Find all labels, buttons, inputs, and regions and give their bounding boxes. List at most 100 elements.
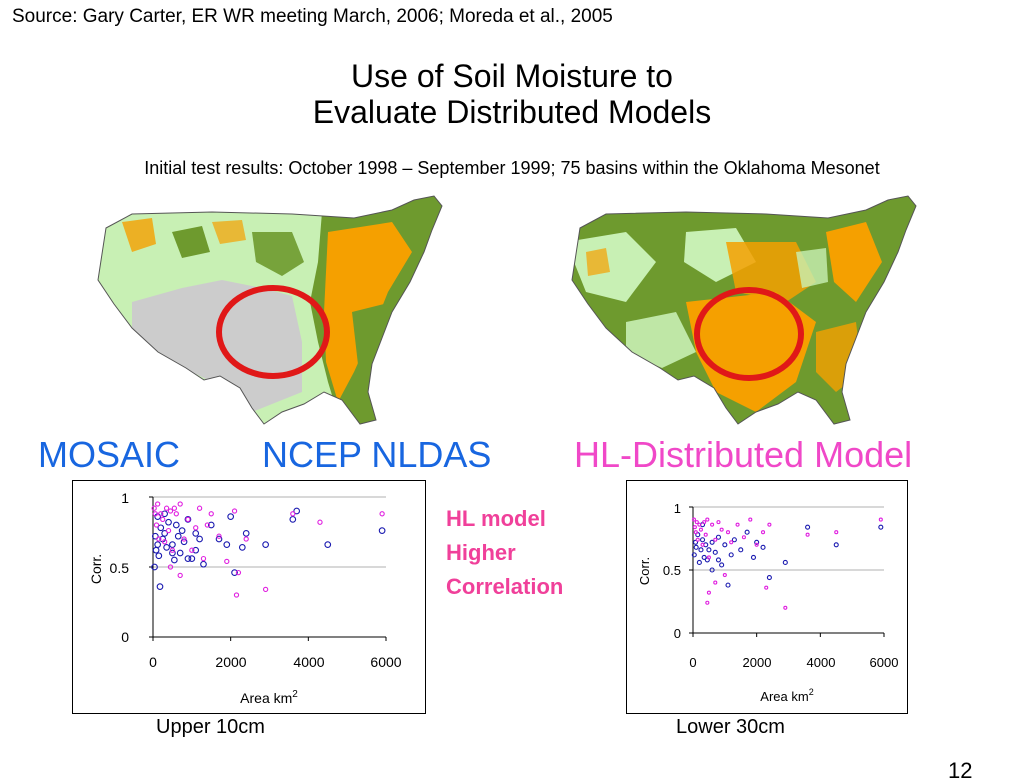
- scatter-point: [180, 538, 188, 546]
- y-axis-label: Corr.: [637, 557, 652, 585]
- scatter-point: [715, 534, 722, 540]
- scatter-lower: 1 0.5 0 0 2000 4000 6000 Corr. Area km2: [637, 501, 899, 704]
- scatter-point: [750, 554, 757, 560]
- scatter-point: [696, 559, 702, 565]
- scatter-point: [782, 559, 788, 565]
- scatter-point: [156, 536, 162, 542]
- label-mosaic: MOSAIC: [38, 434, 181, 475]
- scatter-point: [242, 530, 250, 537]
- scatter-point: [738, 547, 744, 553]
- scatter-point: [155, 552, 163, 560]
- scatter-point: [290, 511, 296, 517]
- scatter-point: [158, 511, 164, 517]
- scatter-point: [165, 518, 172, 526]
- scatter-point: [697, 522, 702, 527]
- scatter-point: [722, 572, 727, 578]
- scatter-point: [227, 513, 235, 520]
- scatter-point: [208, 511, 214, 517]
- scatter-point: [692, 539, 699, 545]
- callout-line-3: Correlation: [446, 574, 564, 599]
- ytick-label: 1: [674, 501, 681, 516]
- scatter-point: [702, 520, 707, 525]
- plot-area-lower: [689, 506, 885, 637]
- scatter-point: [710, 522, 715, 527]
- scatter-point: [725, 582, 731, 588]
- ytick-label: 0: [674, 626, 681, 641]
- ytick-label: 0: [121, 629, 129, 645]
- scatter-point: [189, 547, 195, 553]
- scatter-point: [729, 540, 734, 545]
- xtick-label: 0: [149, 654, 157, 670]
- scatter-point: [878, 517, 883, 522]
- scatter-point: [169, 541, 176, 548]
- scatter-point: [289, 516, 297, 523]
- chart-upper-10cm: 1 0.5 0 0 2000 4000 6000 Corr. Area km2: [72, 480, 426, 714]
- scatter-point: [156, 583, 164, 590]
- scatter-point: [160, 516, 166, 523]
- scatter-point: [878, 524, 884, 530]
- scatter-point: [766, 575, 772, 581]
- scatter-point: [731, 537, 737, 543]
- scatter-point: [705, 517, 710, 522]
- xtick-label: 6000: [370, 654, 401, 670]
- scatter-point: [709, 539, 715, 545]
- scatter-point: [173, 511, 179, 517]
- caption-lower: Lower 30cm: [676, 716, 785, 738]
- scatter-point: [715, 557, 722, 563]
- scatter-point: [171, 505, 178, 511]
- scatter-point: [184, 516, 192, 523]
- callout-line-1: HL model: [446, 506, 546, 531]
- scatter-point: [154, 541, 162, 548]
- scatter-point: [719, 527, 724, 532]
- ytick-label: 0.5: [110, 560, 130, 576]
- scatter-point: [722, 542, 728, 548]
- scatter-point: [379, 511, 385, 517]
- scatter-point: [162, 539, 168, 545]
- scatter-point: [152, 546, 160, 554]
- scatter-point: [728, 552, 734, 558]
- scatter-point: [713, 580, 718, 585]
- scatter-point: [163, 505, 170, 511]
- scatter-point: [177, 501, 183, 507]
- scatter-point: [215, 535, 223, 543]
- scatter-point: [695, 537, 700, 542]
- plot-area-upper: [149, 496, 387, 641]
- us-map-left: [97, 195, 443, 425]
- xtick-label: 2000: [215, 654, 246, 670]
- scatter-point: [153, 522, 160, 528]
- scatter-point: [834, 530, 839, 535]
- scatter-point: [805, 524, 811, 530]
- scatter-point: [178, 527, 186, 534]
- scatter-point: [169, 547, 176, 553]
- x-axis-label: Area km2: [760, 687, 813, 704]
- scatter-point: [378, 527, 386, 534]
- ytick-label: 1: [121, 490, 129, 506]
- scatter-point: [783, 605, 788, 610]
- scatter-point: [200, 555, 207, 562]
- slide-title: Use of Soil Moisture to Evaluate Distrib…: [0, 58, 1024, 130]
- highlight-circle-right: [694, 287, 804, 381]
- scatter-point: [741, 535, 746, 540]
- scatter-point: [196, 505, 203, 511]
- scatter-point: [700, 537, 706, 543]
- scatter-point: [262, 541, 269, 548]
- scatter-point: [754, 539, 760, 545]
- scatter-point: [716, 520, 721, 525]
- scatter-point: [725, 530, 731, 535]
- scatter-point: [760, 544, 766, 550]
- scatter-point: [719, 562, 725, 568]
- scatter-point: [192, 530, 200, 537]
- title-line-2: Evaluate Distributed Models: [312, 94, 712, 130]
- scatter-upper: 1 0.5 0 0 2000 4000 6000 Corr. Area km2: [88, 490, 402, 706]
- scatter-point: [235, 569, 242, 576]
- scatter-point: [760, 530, 766, 535]
- scatter-point: [238, 544, 246, 551]
- scatter-point: [157, 524, 165, 532]
- xtick-label: 6000: [870, 655, 899, 670]
- scatter-point: [693, 544, 699, 550]
- scatter-point: [700, 542, 705, 547]
- x-axis-label: Area km2: [240, 689, 298, 706]
- scatter-point: [713, 537, 718, 542]
- scatter-point: [767, 522, 772, 527]
- scatter-point: [207, 521, 215, 529]
